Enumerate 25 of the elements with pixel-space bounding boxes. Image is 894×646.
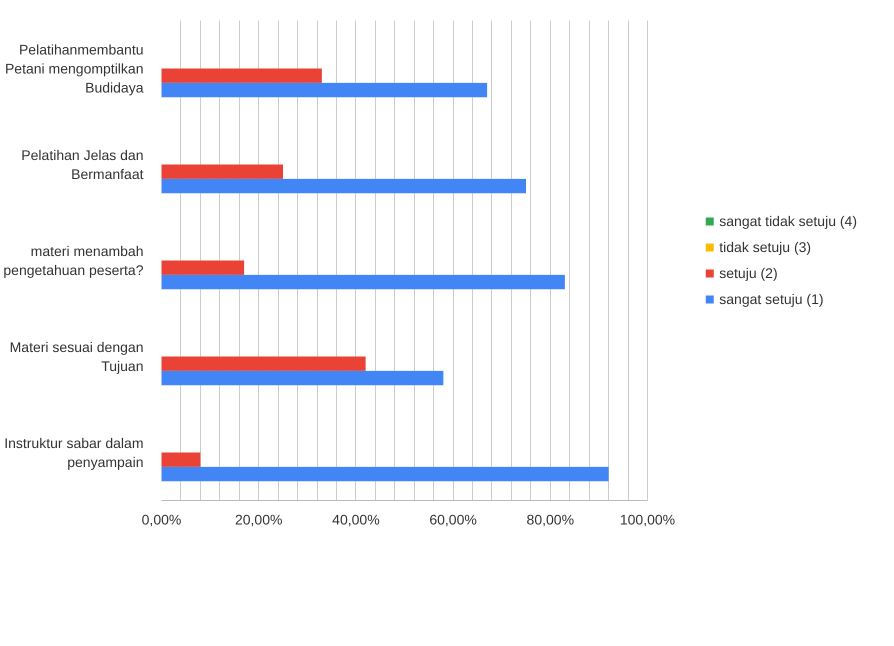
y-tick-label: Instruktur sabar dalam penyampain <box>4 434 144 470</box>
y-tick-label: materi menambah pengetahuan peserta? <box>3 242 144 278</box>
bar <box>162 260 244 275</box>
x-tick-label: 60,00% <box>429 512 477 528</box>
legend-label: tidak setuju (3) <box>719 239 812 255</box>
x-tick-label: 20,00% <box>234 512 282 528</box>
x-tick-label: 100,00% <box>620 512 676 528</box>
bar <box>162 82 488 98</box>
y-tick-label: Materi sesuai dengan Tujuan <box>10 338 144 374</box>
legend-label: setuju (2) <box>719 265 778 281</box>
y-tick-label: Pelatihanmembantu Petani mengomptilkan Budidaya <box>4 41 144 96</box>
y-tick-label: Pelatihan Jelas dan Bermanfaat <box>21 146 144 182</box>
bar <box>162 370 444 386</box>
bar <box>162 356 366 371</box>
x-tick-label: 0,00% <box>142 512 182 528</box>
bar <box>162 164 283 179</box>
bar <box>162 68 322 83</box>
bar <box>162 452 200 467</box>
bar <box>162 466 609 482</box>
x-tick-label: 80,00% <box>526 512 574 528</box>
bar <box>162 178 526 194</box>
legend-label: sangat tidak setuju (4) <box>719 213 857 229</box>
bar <box>162 274 565 290</box>
legend-label: sangat setuju (1) <box>719 291 824 307</box>
x-tick-label: 40,00% <box>332 512 380 528</box>
